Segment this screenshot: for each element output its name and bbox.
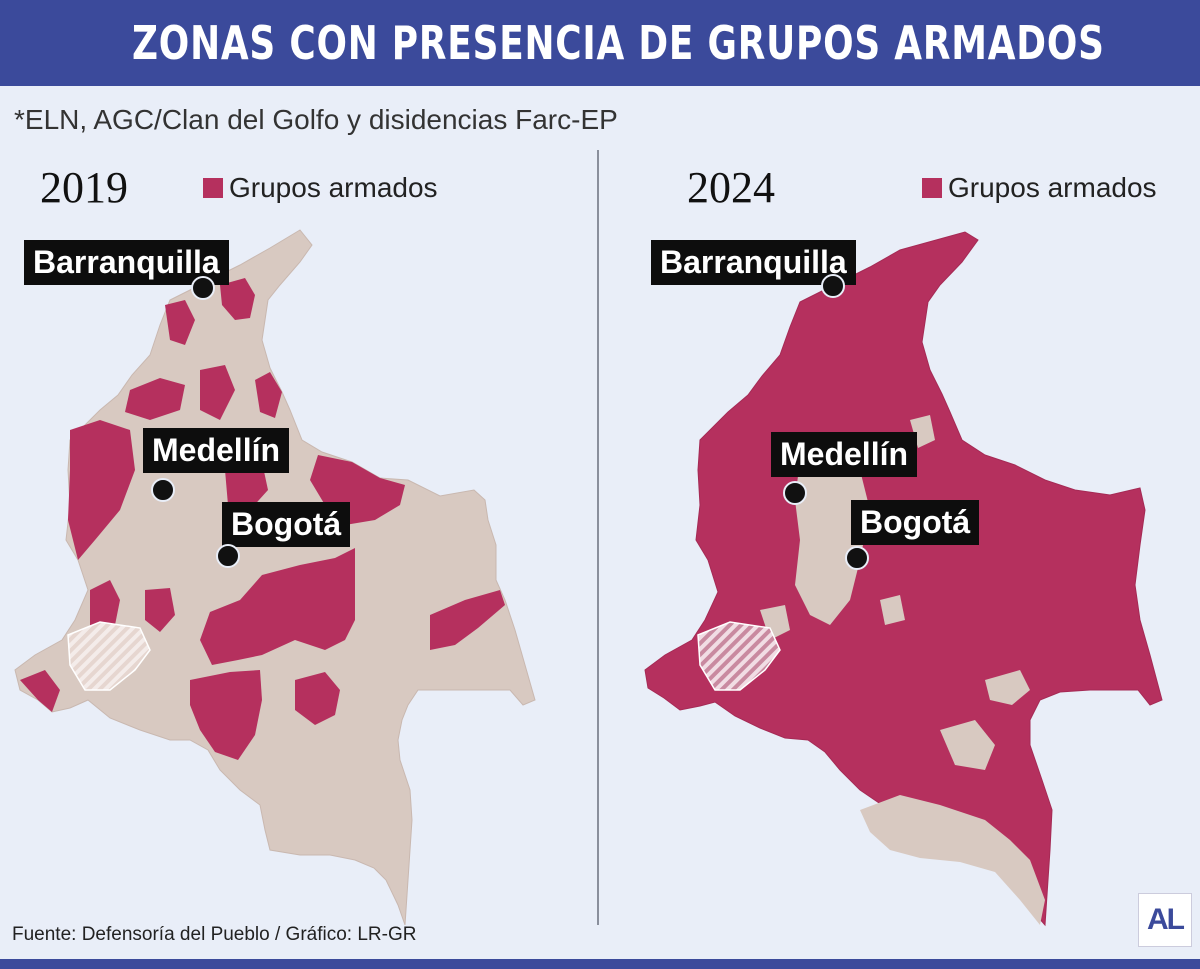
legend-label: Grupos armados [948, 172, 1157, 203]
region-2019-l [90, 580, 120, 630]
legend-2019: Grupos armados [203, 168, 438, 208]
hatched-area-2024 [697, 621, 781, 691]
land-gap-2024-d [940, 720, 995, 770]
header-bar: ZONAS CON PRESENCIA DE GRUPOS ARMADOS [0, 0, 1200, 86]
region-2019-o [225, 462, 268, 510]
map-2024 [644, 231, 1163, 927]
legend-swatch [203, 178, 223, 198]
year-2019: 2019 [40, 163, 128, 212]
city-label-barranquilla-2019: Barranquilla [24, 240, 229, 285]
city-marker-medellin-2019 [151, 478, 175, 502]
city-label-barranquilla-2024: Barranquilla [651, 240, 856, 285]
region-2019-f [255, 372, 282, 418]
city-label-medellin-2019: Medellín [143, 428, 290, 473]
region-2019-n [145, 588, 175, 632]
legend-2024: Grupos armados [922, 168, 1157, 208]
year-2024: 2024 [687, 163, 775, 212]
region-2019-i [190, 670, 262, 760]
region-2019-a [220, 278, 255, 320]
city-label-medellin-2024: Medellín [771, 432, 918, 477]
land-gap-2024-b [860, 795, 1045, 925]
city-label-bogota-2019: Bogotá [222, 502, 351, 547]
city-marker-bogota-2024 [845, 546, 869, 570]
footer-bar [0, 959, 1200, 969]
region-2019-e [68, 420, 135, 560]
region-2019-b [165, 300, 195, 345]
map-2019 [14, 229, 536, 926]
land-gap-2024-c [985, 670, 1030, 705]
region-2019-m [20, 670, 60, 712]
region-2019-d [200, 365, 235, 420]
legend-label: Grupos armados [229, 172, 438, 203]
hatched-area-2019 [67, 621, 151, 691]
legend-swatch [922, 178, 942, 198]
city-marker-barranquilla-2019 [191, 276, 215, 300]
region-2019-k [430, 590, 505, 650]
subtitle: *ELN, AGC/Clan del Golfo y disidencias F… [14, 104, 618, 135]
map-divider [597, 150, 599, 925]
land-gap-2024-a [795, 450, 870, 625]
city-label-bogota-2024: Bogotá [851, 500, 980, 545]
city-marker-barranquilla-2024 [821, 274, 845, 298]
region-2019-h [200, 548, 355, 665]
city-marker-bogota-2019 [216, 544, 240, 568]
source-note: Fuente: Defensoría del Pueblo / Gráfico:… [12, 924, 417, 945]
page-title: ZONAS CON PRESENCIA DE GRUPOS ARMADOS [132, 16, 1105, 70]
region-2019-j [295, 672, 340, 725]
city-marker-medellin-2024 [783, 481, 807, 505]
land-gap-2024-g [880, 595, 905, 625]
publisher-logo: AL [1138, 893, 1192, 947]
region-2019-c [125, 378, 185, 420]
